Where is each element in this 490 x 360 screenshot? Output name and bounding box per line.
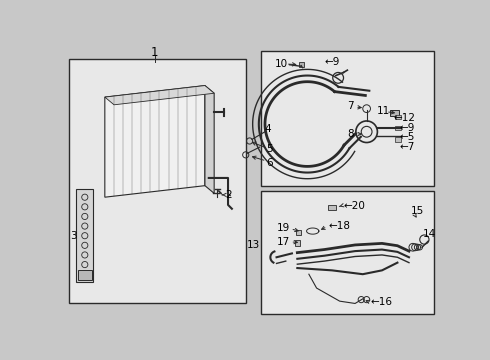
Bar (395, 137, 401, 142)
Text: 5: 5 (266, 144, 272, 154)
Text: ←9: ←9 (324, 58, 340, 67)
Bar (76, 189, 93, 282)
Polygon shape (205, 86, 214, 193)
Text: 19: 19 (276, 223, 290, 233)
Polygon shape (105, 86, 214, 105)
Text: 2: 2 (226, 190, 232, 200)
Text: 7: 7 (347, 101, 354, 111)
Text: 1: 1 (151, 46, 159, 59)
Text: 11: 11 (377, 106, 390, 116)
Text: 8: 8 (347, 129, 354, 139)
Text: 13: 13 (246, 240, 260, 250)
Text: ←18: ←18 (328, 221, 350, 231)
Polygon shape (105, 86, 205, 197)
Text: 15: 15 (411, 206, 424, 216)
Text: 14: 14 (423, 229, 436, 239)
Text: 4: 4 (264, 125, 271, 134)
Bar (296, 230, 301, 235)
Bar (395, 115, 401, 120)
Text: ←7: ←7 (400, 142, 415, 152)
Bar (390, 110, 399, 116)
Bar (69, 59, 245, 303)
Text: ←9: ←9 (400, 123, 415, 133)
Text: 3: 3 (70, 231, 77, 241)
Bar (261, 191, 434, 314)
Text: ←12: ←12 (393, 113, 415, 123)
Text: ←20: ←20 (343, 201, 366, 211)
Text: 17: 17 (276, 237, 290, 247)
Bar (261, 51, 434, 186)
Text: 6: 6 (266, 158, 272, 167)
Bar (295, 240, 300, 246)
Bar (78, 270, 92, 280)
Bar (299, 62, 304, 67)
Bar (395, 126, 401, 130)
Bar (328, 205, 336, 210)
Text: ←5: ←5 (400, 132, 415, 142)
Text: ←16: ←16 (370, 297, 392, 307)
Text: 10: 10 (275, 59, 288, 69)
